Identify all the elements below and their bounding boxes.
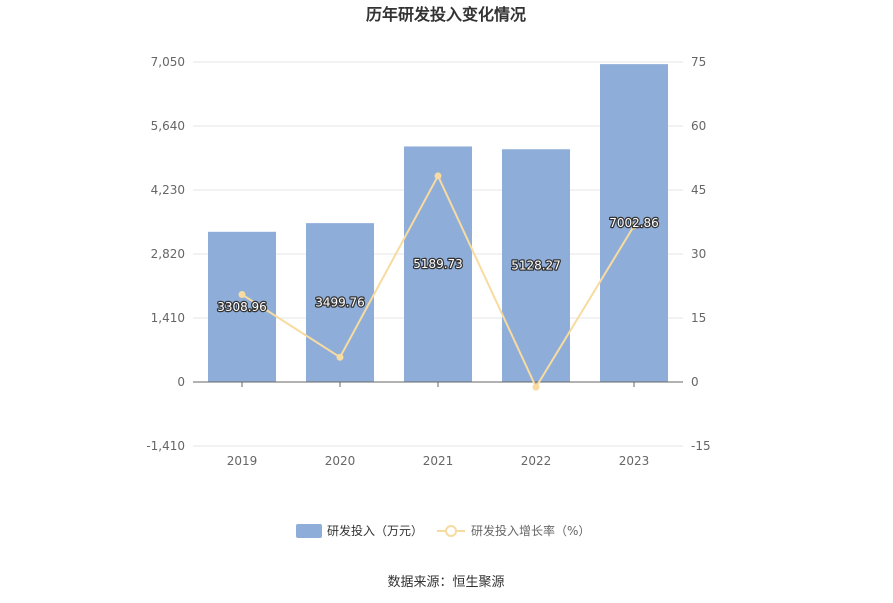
axes: -1,410 0 1,410 2,820 4,230 5,640 7,050 -15 0 15 30… <box>146 55 710 468</box>
bar <box>502 149 570 382</box>
x-tick-label: 2019 <box>227 454 258 468</box>
bar-value-label: 3308.96 <box>217 300 267 314</box>
x-tick-label: 2021 <box>423 454 454 468</box>
y-left-tick-label: 2,820 <box>151 247 185 261</box>
data-source: 数据来源：恒生聚源 <box>387 575 504 590</box>
legend-bar-label: 研发投入（万元） <box>327 523 423 538</box>
growth-line <box>238 172 638 391</box>
bar-labels: 3308.96 3499.76 5189.73 5128.27 7002.86 <box>216 215 660 315</box>
bar-value-label: 7002.86 <box>609 216 659 230</box>
bar-value-label: 3499.76 <box>315 296 365 310</box>
y-right-tick-label: 45 <box>691 183 706 197</box>
y-right-tick-label: 60 <box>691 119 706 133</box>
bars <box>208 64 668 383</box>
x-tick-label: 2022 <box>521 454 552 468</box>
y-left-tick-label: 4,230 <box>151 183 185 197</box>
y-left-tick-label: 7,050 <box>151 55 185 69</box>
growth-point <box>532 383 540 391</box>
y-right-tick-label: 30 <box>691 247 706 261</box>
y-left-tick-label: 0 <box>177 375 185 389</box>
chart-title: 历年研发投入变化情况 <box>366 5 526 24</box>
y-right-tick-label: 15 <box>691 311 706 325</box>
growth-point <box>630 222 638 230</box>
y-right-tick-label: 0 <box>691 375 699 389</box>
legend-bar-swatch <box>296 524 322 538</box>
legend-line-marker <box>445 525 457 537</box>
growth-point <box>434 172 442 180</box>
bar-value-label: 5128.27 <box>511 259 561 273</box>
bar <box>208 231 276 382</box>
y-left-tick-label: -1,410 <box>146 439 185 453</box>
growth-point <box>238 291 246 299</box>
x-tick-label: 2023 <box>619 454 650 468</box>
bar-value-label: 5189.73 <box>413 257 463 271</box>
bar <box>404 146 472 382</box>
growth-point <box>336 353 344 361</box>
y-right-tick-label: 75 <box>691 55 706 69</box>
y-right-tick-label: -15 <box>691 439 711 453</box>
y-left-tick-label: 5,640 <box>151 119 185 133</box>
legend-line-label: 研发投入增长率（%） <box>471 523 590 538</box>
y-left-tick-label: 1,410 <box>151 311 185 325</box>
legend: 研发投入（万元） 研发投入增长率（%） <box>296 523 590 538</box>
x-tick-label: 2020 <box>325 454 356 468</box>
